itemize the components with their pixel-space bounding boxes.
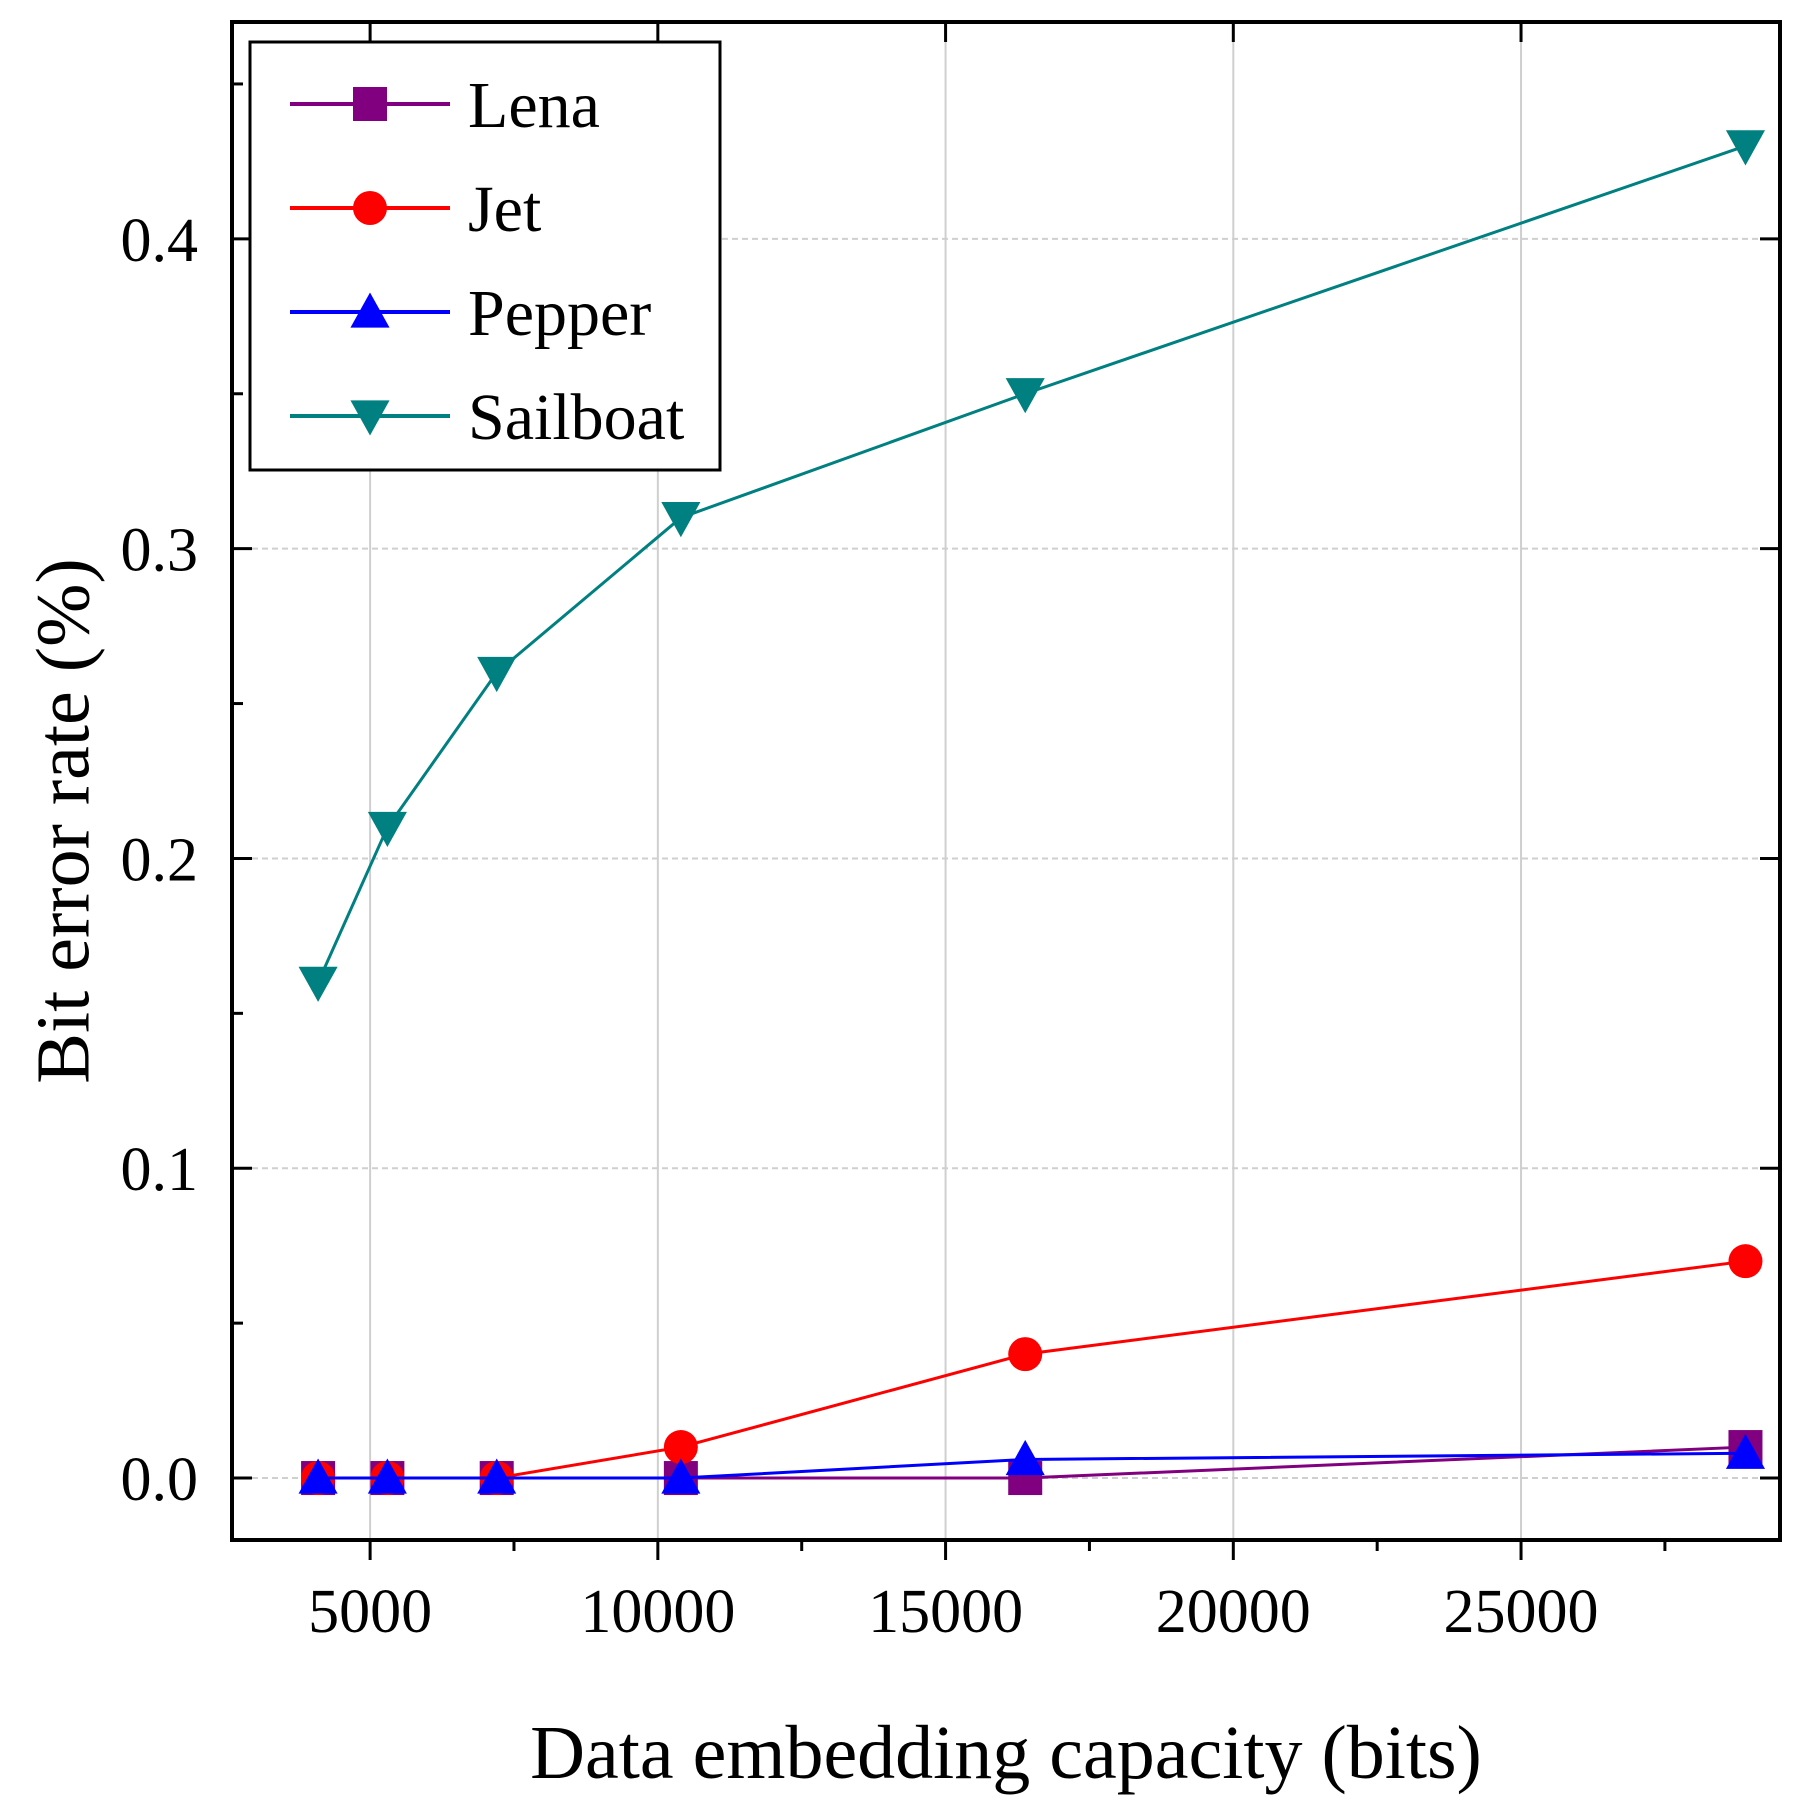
- legend-label: Jet: [468, 173, 541, 246]
- legend: Lena Jet Pepper Sailboat: [248, 40, 722, 472]
- series-layer: [298, 130, 1766, 1496]
- series-line-pepper: [318, 1451, 1746, 1480]
- y-tick-label: 0.2: [121, 826, 199, 894]
- legend-item-pepper: Pepper: [290, 277, 651, 350]
- legend-item-sailboat: Sailboat: [290, 381, 684, 454]
- series-sailboat: [298, 130, 1766, 1002]
- axes: 5000 10000 15000 20000 25000 0.0 0.1 0.2 0.3 0.4: [121, 22, 1780, 1646]
- legend-label: Sailboat: [468, 381, 684, 454]
- y-tick-label: 0.3: [121, 517, 199, 585]
- legend-item-jet: Jet: [290, 173, 541, 246]
- data-point-jet: [663, 1430, 698, 1465]
- x-tick-label: 25000: [1444, 1578, 1599, 1646]
- y-axis-title: Bit error rate (%): [22, 558, 106, 1083]
- data-point-sailboat: [1725, 130, 1766, 166]
- y-tick-label: 0.4: [121, 207, 199, 275]
- series-line-sailboat: [316, 144, 1746, 983]
- data-point-pepper: [298, 1458, 338, 1494]
- data-point-sailboat: [661, 502, 701, 538]
- legend-box: [248, 40, 722, 472]
- x-axis-title: Data embedding capacity (bits): [530, 1711, 1482, 1795]
- data-point-sailboat: [298, 966, 338, 1002]
- data-point-pepper: [477, 1458, 517, 1494]
- x-tick-label: 20000: [1156, 1578, 1311, 1646]
- data-point-sailboat: [367, 811, 407, 848]
- legend-marker: [353, 191, 387, 225]
- y-tick-label: 0.0: [121, 1446, 199, 1514]
- plot-frame: [230, 20, 1782, 1542]
- x-tick-label: 15000: [868, 1578, 1023, 1646]
- data-point-pepper: [367, 1458, 407, 1494]
- x-tick-label: 5000: [308, 1578, 432, 1646]
- data-point-jet: [1728, 1244, 1763, 1279]
- legend-marker: [350, 292, 390, 328]
- legend-label: Pepper: [468, 277, 651, 350]
- legend-marker: [350, 400, 390, 436]
- data-point-pepper: [1725, 1433, 1766, 1469]
- series-pepper: [298, 1433, 1766, 1494]
- legend-item-lena: Lena: [290, 69, 600, 142]
- legend-label: Lena: [468, 69, 600, 142]
- x-tick-label: 10000: [580, 1578, 735, 1646]
- data-point-pepper: [1005, 1439, 1045, 1476]
- data-point-jet: [1008, 1337, 1043, 1372]
- y-tick-label: 0.1: [121, 1136, 199, 1204]
- data-point-sailboat: [477, 656, 517, 693]
- data-point-sailboat: [1005, 378, 1045, 414]
- legend-marker: [353, 87, 387, 121]
- data-point-pepper: [661, 1458, 701, 1494]
